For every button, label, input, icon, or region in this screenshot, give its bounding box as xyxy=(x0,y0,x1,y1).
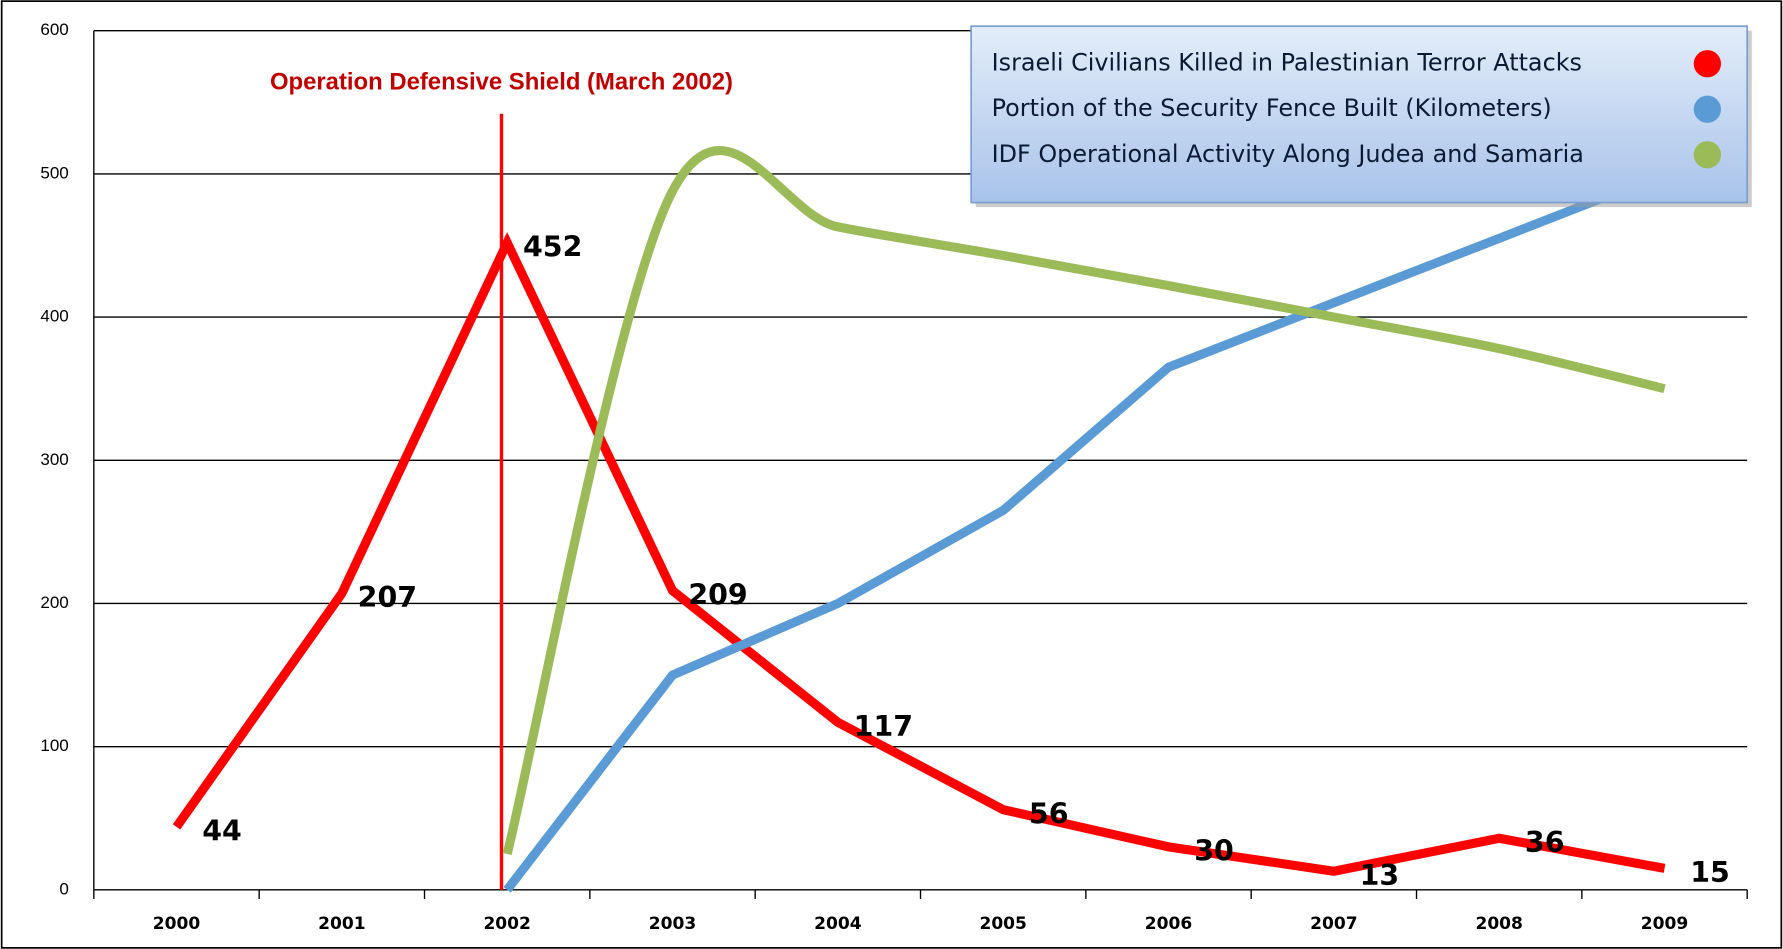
data-label: 209 xyxy=(688,578,747,611)
legend-marker xyxy=(1693,141,1722,169)
x-tick-label: 2008 xyxy=(1475,914,1522,934)
y-tick-label: 400 xyxy=(40,307,68,326)
series-line xyxy=(172,231,1666,876)
data-label: 207 xyxy=(358,581,417,614)
legend-box xyxy=(970,25,1749,204)
annotation-text: Operation Defensive Shield (March 2002) xyxy=(270,68,733,95)
legend-label: Portion of the Security Fence Built (Kil… xyxy=(992,94,1552,122)
series-line xyxy=(502,146,1666,856)
legend-label: Israeli Civilians Killed in Palestinian … xyxy=(992,49,1582,77)
x-tick-label: 2000 xyxy=(153,914,201,934)
data-label: 452 xyxy=(523,230,582,263)
x-tick-label: 2005 xyxy=(979,914,1026,934)
data-label: 13 xyxy=(1360,859,1400,892)
x-tick-label: 2007 xyxy=(1310,914,1357,934)
legend-marker xyxy=(1693,95,1722,123)
series-line xyxy=(503,169,1667,893)
x-tick-label: 2009 xyxy=(1641,914,1688,934)
data-label: 44 xyxy=(202,815,242,848)
x-tick-label: 2003 xyxy=(649,914,696,934)
data-label: 36 xyxy=(1525,826,1565,859)
y-tick-label: 300 xyxy=(40,450,68,469)
data-label: 117 xyxy=(854,710,913,743)
x-tick-label: 2001 xyxy=(318,914,365,934)
x-tick-label: 2006 xyxy=(1145,914,1192,934)
y-tick-label: 500 xyxy=(40,163,68,182)
y-tick-label: 0 xyxy=(59,879,68,898)
x-tick-label: 2004 xyxy=(814,914,862,934)
data-label: 56 xyxy=(1029,797,1069,830)
legend-marker xyxy=(1693,50,1722,78)
y-tick-label: 100 xyxy=(40,736,68,755)
data-label: 15 xyxy=(1690,856,1730,889)
legend-label: IDF Operational Activity Along Judea and… xyxy=(992,140,1584,168)
y-tick-label: 200 xyxy=(40,593,68,612)
data-label: 30 xyxy=(1194,835,1234,868)
y-tick-label: 600 xyxy=(40,20,68,39)
x-tick-label: 2002 xyxy=(483,914,530,934)
